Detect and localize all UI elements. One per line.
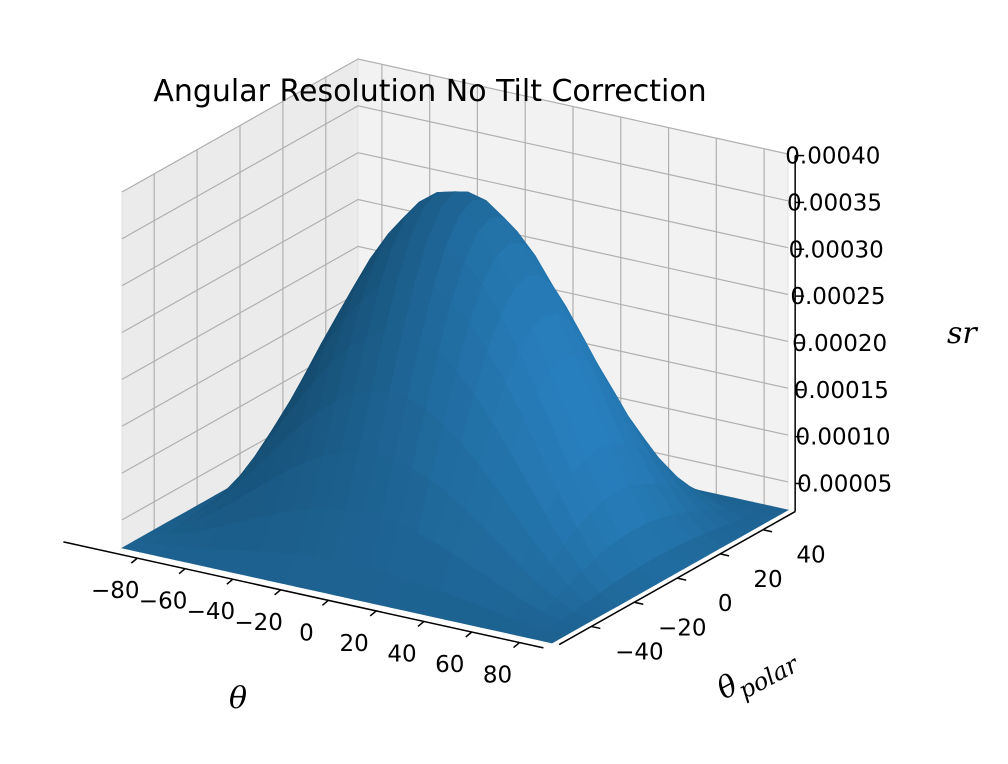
grid-line-z: [121, 245, 789, 380]
surface-mesh: [121, 191, 789, 644]
grid-line-z: [121, 58, 789, 193]
x-ticks: −80 −60 −40 −20 0 20 40 60 80: [91, 557, 521, 689]
x-tick-mark: [513, 641, 521, 649]
y-tick-label: −20: [658, 615, 707, 641]
z-tick-label: 0.00020: [792, 331, 887, 357]
x-tick-mark: [178, 568, 186, 575]
x-tick-label: −60: [139, 589, 188, 615]
y-tick-mark: [677, 577, 687, 581]
x-axis-label: θ: [229, 681, 247, 716]
z-ticks: 0.00005 0.00010 0.00015 0.00020 0.00025 0.000…: [785, 144, 892, 498]
y-tick-label: 40: [796, 543, 825, 569]
y-tick-label: 0: [718, 591, 733, 617]
surface-facet: [533, 630, 566, 644]
x-tick-label: 80: [483, 663, 512, 689]
x-tick-mark: [226, 578, 234, 585]
x-tick-label: 60: [435, 652, 464, 678]
y-axis-label-sub: polar: [734, 650, 804, 705]
y-tick-mark: [634, 601, 644, 605]
x-tick-label: 0: [299, 620, 314, 646]
grid-line-z: [121, 198, 789, 334]
grid-line-z: [121, 105, 789, 240]
y-tick-label: −40: [615, 639, 664, 665]
z-tick-label: 0.00040: [785, 144, 880, 170]
y-tick-mark: [719, 553, 730, 557]
grid-line-z: [121, 152, 789, 287]
z-tick-label: 0.00025: [790, 284, 885, 310]
x-tick-mark: [417, 620, 425, 628]
x-tick-label: 40: [387, 641, 416, 667]
z-tick-label: 0.00005: [797, 471, 892, 497]
z-axis-label: sr: [947, 316, 978, 351]
z-tick-label: 0.00030: [789, 237, 884, 263]
z-tick-label: 0.00015: [794, 378, 889, 404]
x-axis-line: [63, 541, 544, 649]
x-tick-mark: [321, 599, 329, 606]
chart-title: Angular Resolution No Tilt Correction: [153, 74, 706, 109]
x-tick-mark: [465, 631, 473, 638]
z-tick-label: 0.00010: [795, 425, 890, 451]
x-tick-label: 20: [340, 631, 369, 657]
x-tick-mark: [369, 610, 377, 617]
x-tick-label: −80: [91, 578, 140, 604]
x-tick-label: −20: [234, 610, 283, 636]
y-axis-label: θpolar: [711, 637, 804, 713]
x-tick-mark: [130, 557, 138, 564]
y-tick-label: 20: [753, 567, 782, 593]
z-tick-label: 0.00035: [787, 190, 882, 216]
x-tick-mark: [274, 589, 282, 596]
y-ticks: −40−20 0 20 40: [591, 528, 826, 665]
x-tick-label: −40: [187, 599, 236, 625]
y-tick-mark: [591, 625, 601, 630]
y-tick-mark: [762, 528, 773, 533]
